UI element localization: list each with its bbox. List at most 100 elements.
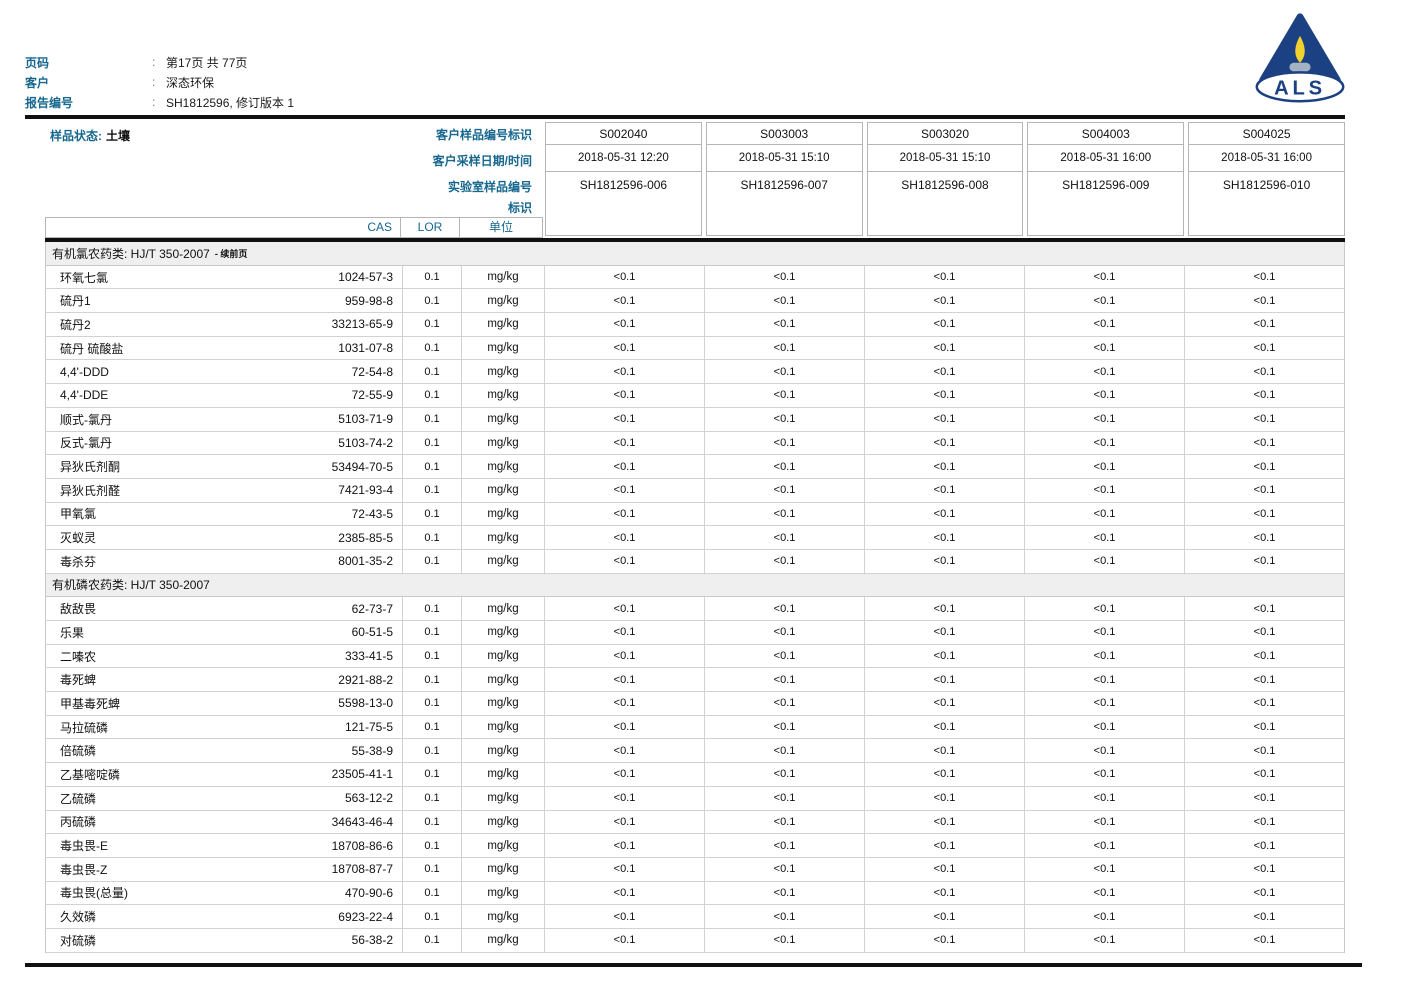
result-value: <0.1 xyxy=(864,597,1024,620)
namecas-cell: 乙硫磷 563-12-2 xyxy=(46,787,402,810)
als-logo-text: ALS xyxy=(1274,77,1326,99)
lor-value: 0.1 xyxy=(402,289,461,313)
result-value: <0.1 xyxy=(1184,597,1344,620)
results-table: 有机氯农药类: HJ/T 350-2007 - 续前页 环氧七氯 1024-57-3 0… xyxy=(45,242,1345,953)
lor-value: 0.1 xyxy=(402,526,461,549)
sample-matrix-value: 土壤 xyxy=(106,129,131,143)
analyte-name: 硫丹1 xyxy=(60,294,91,309)
unit-value: mg/kg xyxy=(461,549,544,573)
result-value: <0.1 xyxy=(1024,715,1184,739)
result-value: <0.1 xyxy=(1024,621,1184,644)
result-cells: <0.1 <0.1 <0.1 <0.1 <0.1 xyxy=(544,502,1344,526)
result-value: <0.1 xyxy=(1184,265,1344,289)
result-value: <0.1 xyxy=(704,857,864,881)
unit-value: mg/kg xyxy=(461,478,544,502)
analyte-row: 毒杀芬 8001-35-2 0.1 mg/kg <0.1 <0.1 <0.1 <0.1 <0.1 xyxy=(46,549,1344,574)
result-cells: <0.1 <0.1 <0.1 <0.1 <0.1 xyxy=(544,549,1344,573)
result-value: <0.1 xyxy=(1024,478,1184,502)
result-value: <0.1 xyxy=(544,526,704,549)
result-value: <0.1 xyxy=(704,834,864,857)
analyte-name: 毒杀芬 xyxy=(60,554,97,569)
lor-value: 0.1 xyxy=(402,810,461,834)
result-cells: <0.1 <0.1 <0.1 <0.1 <0.1 xyxy=(544,526,1344,549)
result-value: <0.1 xyxy=(544,810,704,834)
analyte-name: 乙硫磷 xyxy=(60,791,97,806)
analyte-row: 甲基毒死蜱 5598-13-0 0.1 mg/kg <0.1 <0.1 <0.1 <0.1 <0… xyxy=(46,692,1344,716)
unit-value: mg/kg xyxy=(461,313,544,336)
result-value: <0.1 xyxy=(704,621,864,644)
result-value: <0.1 xyxy=(704,692,864,715)
result-value: <0.1 xyxy=(1184,621,1344,644)
header-field-colon: : xyxy=(152,75,156,89)
analyte-name: 异狄氏剂醛 xyxy=(60,483,121,498)
analyte-name: 顺式-氯丹 xyxy=(60,412,112,427)
unit-value: mg/kg xyxy=(461,455,544,478)
lor-value: 0.1 xyxy=(402,928,461,952)
unit-value: mg/kg xyxy=(461,431,544,455)
sample-client-id: S004025 xyxy=(1189,123,1344,145)
lor-value: 0.1 xyxy=(402,313,461,336)
sample-lab-id: SH1812596-008 xyxy=(901,178,989,192)
result-value: <0.1 xyxy=(704,928,864,952)
lor-column-header: LOR xyxy=(401,218,460,237)
result-value: <0.1 xyxy=(1024,881,1184,905)
result-value: <0.1 xyxy=(1184,289,1344,313)
sample-lab-id: SH1812596-006 xyxy=(579,178,668,192)
result-value: <0.1 xyxy=(864,763,1024,786)
result-value: <0.1 xyxy=(1184,668,1344,692)
result-value: <0.1 xyxy=(1184,360,1344,384)
result-value: <0.1 xyxy=(544,478,704,502)
result-value: <0.1 xyxy=(1184,881,1344,905)
analyte-name: 环氧七氯 xyxy=(60,270,109,285)
namecas-cell: 马拉硫磷 121-75-5 xyxy=(46,716,402,739)
label-sampling-datetime: 客户采样日期/时间 xyxy=(432,154,532,168)
header-field-value: 深态环保 xyxy=(166,75,215,90)
sample-column: S003003 2018-05-31 15:10 SH1812596-007 xyxy=(705,122,863,236)
result-value: <0.1 xyxy=(544,763,704,786)
cas-value: 56-38-2 xyxy=(351,933,393,948)
result-cells: <0.1 <0.1 <0.1 <0.1 <0.1 xyxy=(544,763,1344,786)
sample-datetime: 2018-05-31 15:10 xyxy=(706,145,862,172)
unit-value: mg/kg xyxy=(461,526,544,549)
lor-value: 0.1 xyxy=(402,692,461,715)
namecas-cell: 甲基毒死蜱 5598-13-0 xyxy=(46,692,402,715)
namecas-cell: 异狄氏剂醛 7421-93-4 xyxy=(46,479,402,502)
namecas-cell: 毒杀芬 8001-35-2 xyxy=(46,550,402,573)
table-section-header: 有机磷农药类: HJ/T 350-2007 xyxy=(46,573,1344,598)
lor-value: 0.1 xyxy=(402,407,461,431)
lor-value: 0.1 xyxy=(402,549,461,573)
result-value: <0.1 xyxy=(864,502,1024,526)
lor-value: 0.1 xyxy=(402,857,461,881)
result-value: <0.1 xyxy=(704,360,864,384)
result-value: <0.1 xyxy=(544,455,704,478)
result-value: <0.1 xyxy=(1184,810,1344,834)
header-field-value: 第17页 共 77页 xyxy=(166,55,248,70)
result-value: <0.1 xyxy=(864,786,1024,810)
analyte-name: 乙基嘧啶磷 xyxy=(60,767,121,782)
cas-value: 121-75-5 xyxy=(344,720,393,735)
cas-value: 18708-87-7 xyxy=(331,862,393,877)
lor-value: 0.1 xyxy=(402,739,461,763)
result-value: <0.1 xyxy=(864,360,1024,384)
analyte-row: 4,4'-DDE 72-55-9 0.1 mg/kg <0.1 <0.1 <0.1 <0.1 <… xyxy=(46,384,1344,408)
header-field-label: 客户 xyxy=(25,75,50,90)
result-value: <0.1 xyxy=(1024,644,1184,668)
analyte-row: 毒虫畏(总量) 470-90-6 0.1 mg/kg <0.1 <0.1 <0.1 <0.1 <… xyxy=(46,881,1344,906)
analyte-name: 甲氧氯 xyxy=(60,507,97,522)
unit-value: mg/kg xyxy=(461,834,544,857)
result-value: <0.1 xyxy=(1184,715,1344,739)
sample-column: S004025 2018-05-31 16:00 SH1812596-010 xyxy=(1188,122,1345,236)
namecas-cell: 毒虫畏-E 18708-86-6 xyxy=(46,834,402,857)
page-bottom-divider-line xyxy=(25,963,1362,967)
unit-value: mg/kg xyxy=(461,881,544,905)
analyte-row: 反式-氯丹 5103-74-2 0.1 mg/kg <0.1 <0.1 <0.1 <0.1 <0… xyxy=(46,431,1344,456)
result-value: <0.1 xyxy=(1024,431,1184,455)
unit-value: mg/kg xyxy=(461,739,544,763)
result-value: <0.1 xyxy=(1184,455,1344,478)
result-cells: <0.1 <0.1 <0.1 <0.1 <0.1 xyxy=(544,692,1344,715)
result-value: <0.1 xyxy=(544,265,704,289)
analyte-row: 倍硫磷 55-38-9 0.1 mg/kg <0.1 <0.1 <0.1 <0.1 <0.1 xyxy=(46,739,1344,764)
lor-value: 0.1 xyxy=(402,597,461,620)
result-value: <0.1 xyxy=(1184,763,1344,786)
analyte-row: 环氧七氯 1024-57-3 0.1 mg/kg <0.1 <0.1 <0.1 <0.1 <0.… xyxy=(46,265,1344,290)
